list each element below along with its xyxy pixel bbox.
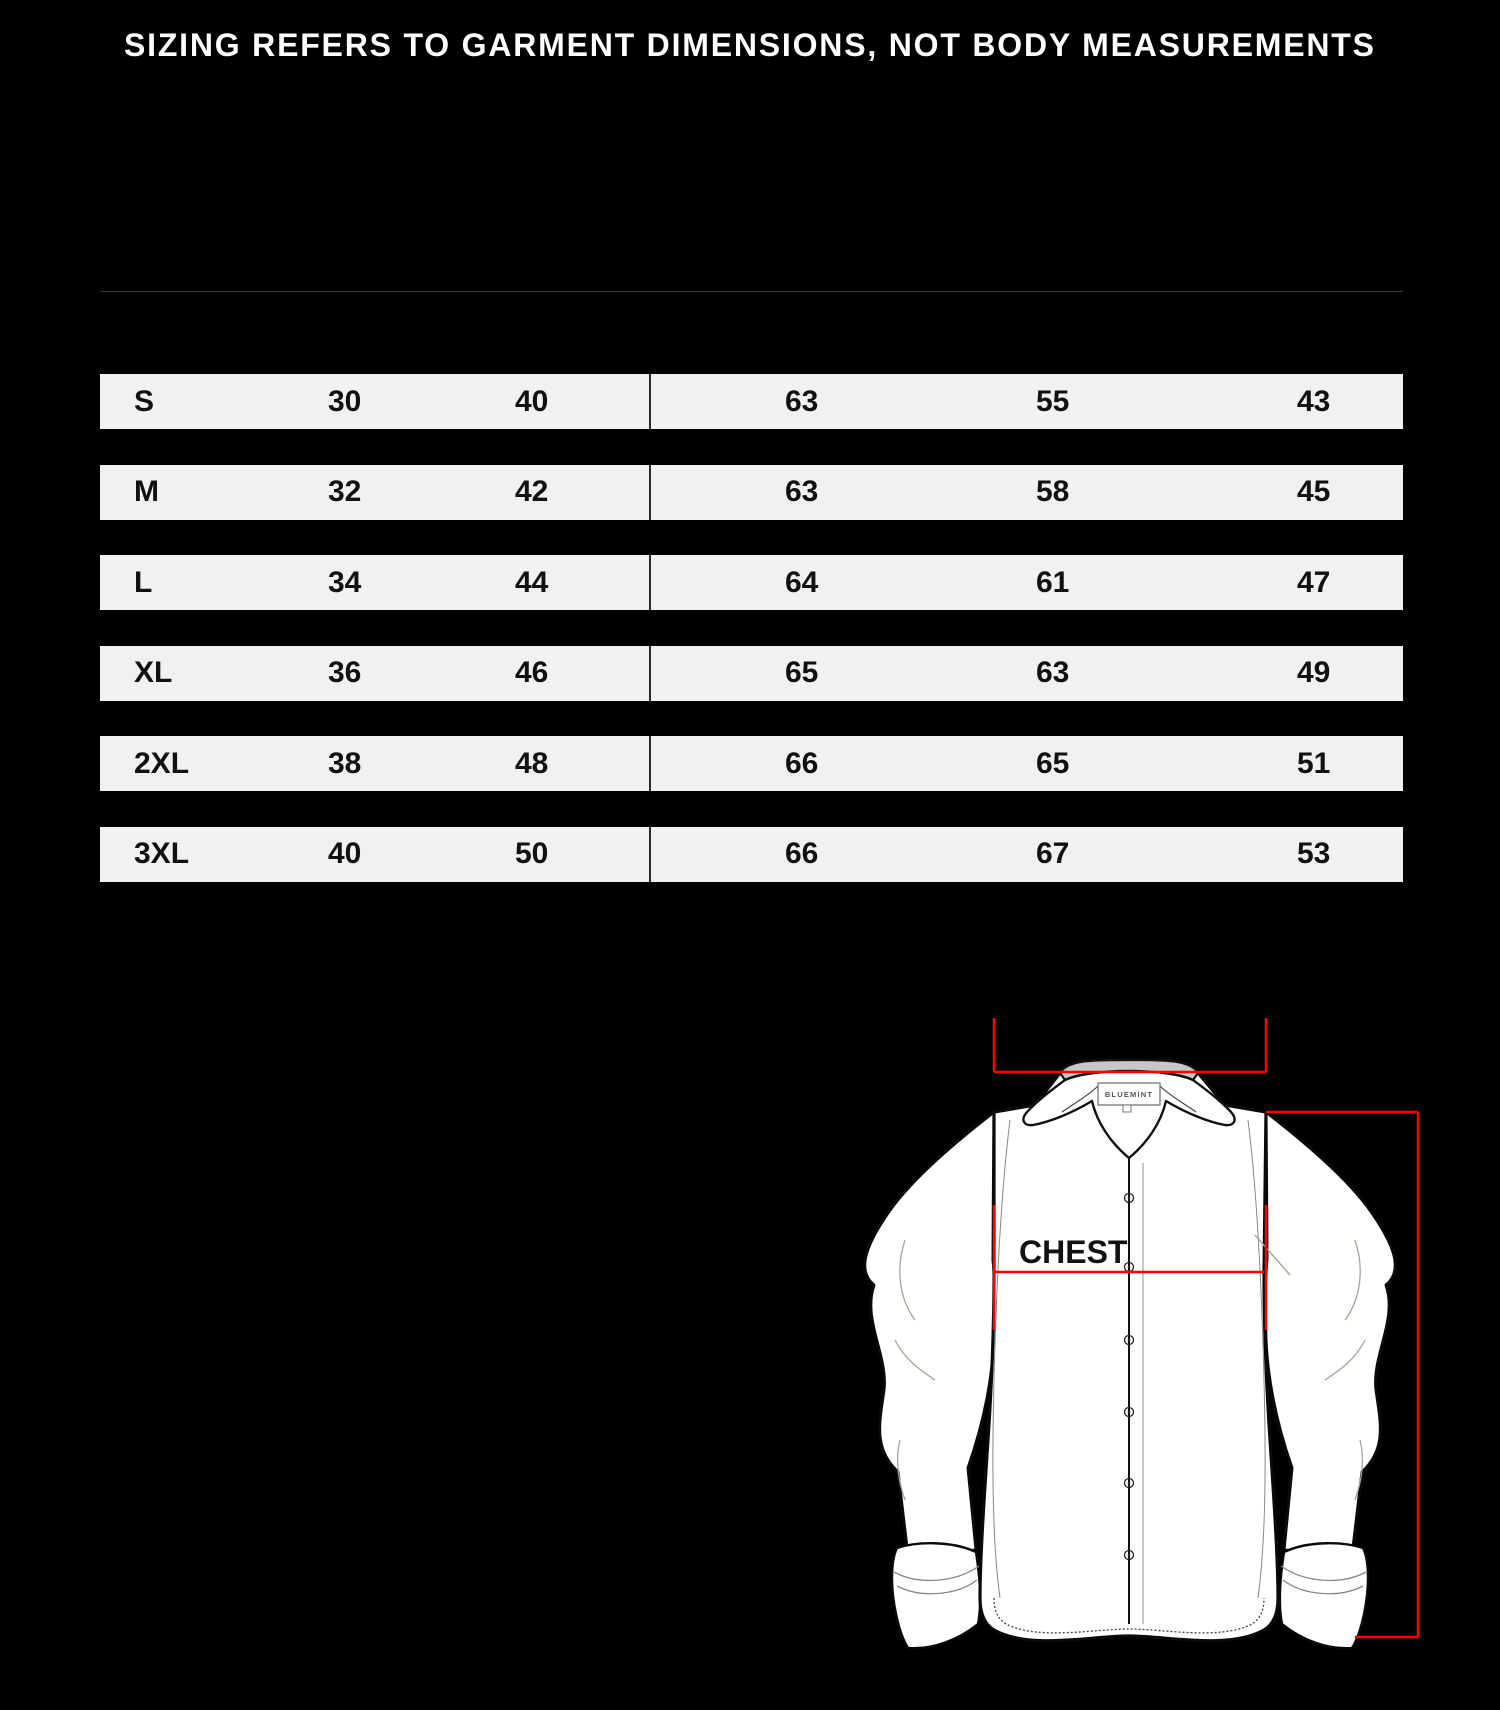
svg-text:CHEST: CHEST bbox=[1019, 1234, 1128, 1270]
